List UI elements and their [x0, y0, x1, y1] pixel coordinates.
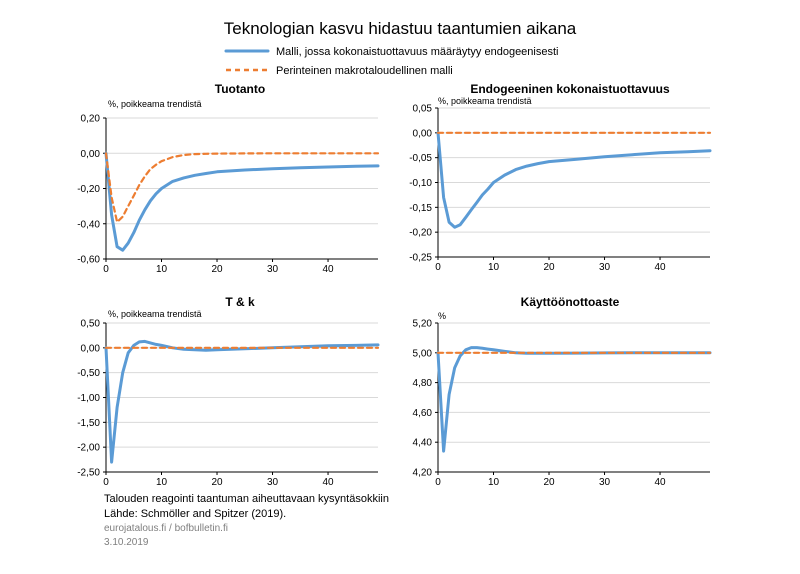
footer-date: 3.10.2019 — [104, 537, 149, 548]
footer-caption: Talouden reagointi taantuman aiheuttavaa… — [104, 493, 389, 505]
panel-title: Endogeeninen kokonaistuottavuus — [470, 82, 670, 96]
x-tick-label: 40 — [322, 477, 334, 488]
y-axis-label: %, poikkeama trendistä — [108, 309, 202, 319]
footer-site: eurojatalous.fi / bofbulletin.fi — [104, 523, 228, 534]
x-tick-label: 10 — [156, 477, 168, 488]
y-tick-label: 5,20 — [413, 319, 433, 330]
panel-endogeeninen-kokonaistuottavuus: Endogeeninen kokonaistuottavuus %, poikk… — [409, 82, 712, 273]
panel-title: Käyttöönottoaste — [521, 295, 620, 309]
y-tick-label: -0,60 — [77, 255, 100, 266]
x-tick-label: 10 — [488, 477, 500, 488]
y-tick-label: 4,40 — [413, 438, 433, 449]
x-tick-label: 30 — [599, 262, 611, 273]
y-tick-label: 4,20 — [413, 468, 433, 479]
x-tick-label: 20 — [543, 477, 555, 488]
y-tick-label: -0,25 — [409, 253, 432, 264]
y-tick-label: -0,50 — [77, 368, 100, 379]
y-tick-label: 5,00 — [413, 348, 433, 359]
panel-title: T & k — [225, 295, 255, 309]
series-line-endogenous — [104, 339, 380, 464]
x-tick-label: 0 — [103, 477, 109, 488]
y-tick-label: -0,40 — [77, 219, 100, 230]
chart-title: Teknologian kasvu hidastuu taantumien ai… — [224, 19, 577, 38]
y-axis-label: %, poikkeama trendistä — [108, 99, 202, 109]
x-tick-label: 40 — [322, 264, 334, 275]
y-tick-label: -1,50 — [77, 418, 100, 429]
panel-tuotanto: Tuotanto %, poikkeama trendistä -0,60 -0,… — [77, 82, 380, 275]
y-tick-label: 0,00 — [413, 128, 433, 139]
footer-source: Lähde: Schmöller and Spitzer (2019). — [104, 508, 286, 520]
y-tick-label: -0,15 — [409, 203, 432, 214]
panel-t-ja-k: T & k %, poikkeama trendistä -2,50 -2,00 -… — [77, 295, 380, 488]
y-tick-label: 0,00 — [81, 149, 101, 160]
y-tick-label: 0,50 — [81, 319, 101, 330]
x-tick-label: 0 — [103, 264, 109, 275]
x-tick-label: 10 — [156, 264, 168, 275]
y-tick-label: -1,00 — [77, 393, 100, 404]
y-tick-label: 4,60 — [413, 408, 433, 419]
y-tick-label: 4,80 — [413, 378, 433, 389]
y-tick-label: -2,50 — [77, 468, 100, 479]
x-tick-label: 40 — [654, 262, 666, 273]
y-tick-label: -0,20 — [409, 228, 432, 239]
panel-kayttoonottoaste: Käyttöönottoaste % 4,20 4,40 4,60 4,80 5,00 5… — [413, 295, 712, 488]
y-tick-label: -2,00 — [77, 443, 100, 454]
x-tick-label: 30 — [267, 477, 279, 488]
x-tick-label: 20 — [543, 262, 555, 273]
x-tick-label: 0 — [435, 262, 441, 273]
y-tick-label: 0,05 — [413, 104, 433, 115]
y-tick-label: -0,10 — [409, 178, 432, 189]
x-tick-label: 40 — [654, 477, 666, 488]
legend: Malli, jossa kokonaistuottavuus määräyty… — [224, 46, 558, 77]
y-tick-label: -0,20 — [77, 184, 100, 195]
series-line-endogenous — [104, 151, 380, 252]
panel-title: Tuotanto — [215, 82, 265, 96]
x-tick-label: 30 — [599, 477, 611, 488]
y-tick-label: -0,05 — [409, 153, 432, 164]
x-tick-label: 30 — [267, 264, 279, 275]
y-tick-label: 0,20 — [81, 114, 101, 125]
series-line-traditional — [104, 152, 380, 224]
series-line-endogenous — [436, 131, 712, 229]
x-tick-label: 20 — [211, 477, 223, 488]
series-line-endogenous — [436, 346, 712, 453]
y-axis-label: % — [438, 311, 446, 321]
x-tick-label: 10 — [488, 262, 500, 273]
y-axis-label: %, poikkeama trendistä — [438, 96, 532, 106]
legend-label-endogenous: Malli, jossa kokonaistuottavuus määräyty… — [276, 46, 558, 58]
legend-label-traditional: Perinteinen makrotaloudellinen malli — [276, 65, 453, 77]
x-tick-label: 0 — [435, 477, 441, 488]
y-tick-label: 0,00 — [81, 343, 101, 354]
x-tick-label: 20 — [211, 264, 223, 275]
footer: Talouden reagointi taantuman aiheuttavaa… — [104, 493, 389, 548]
